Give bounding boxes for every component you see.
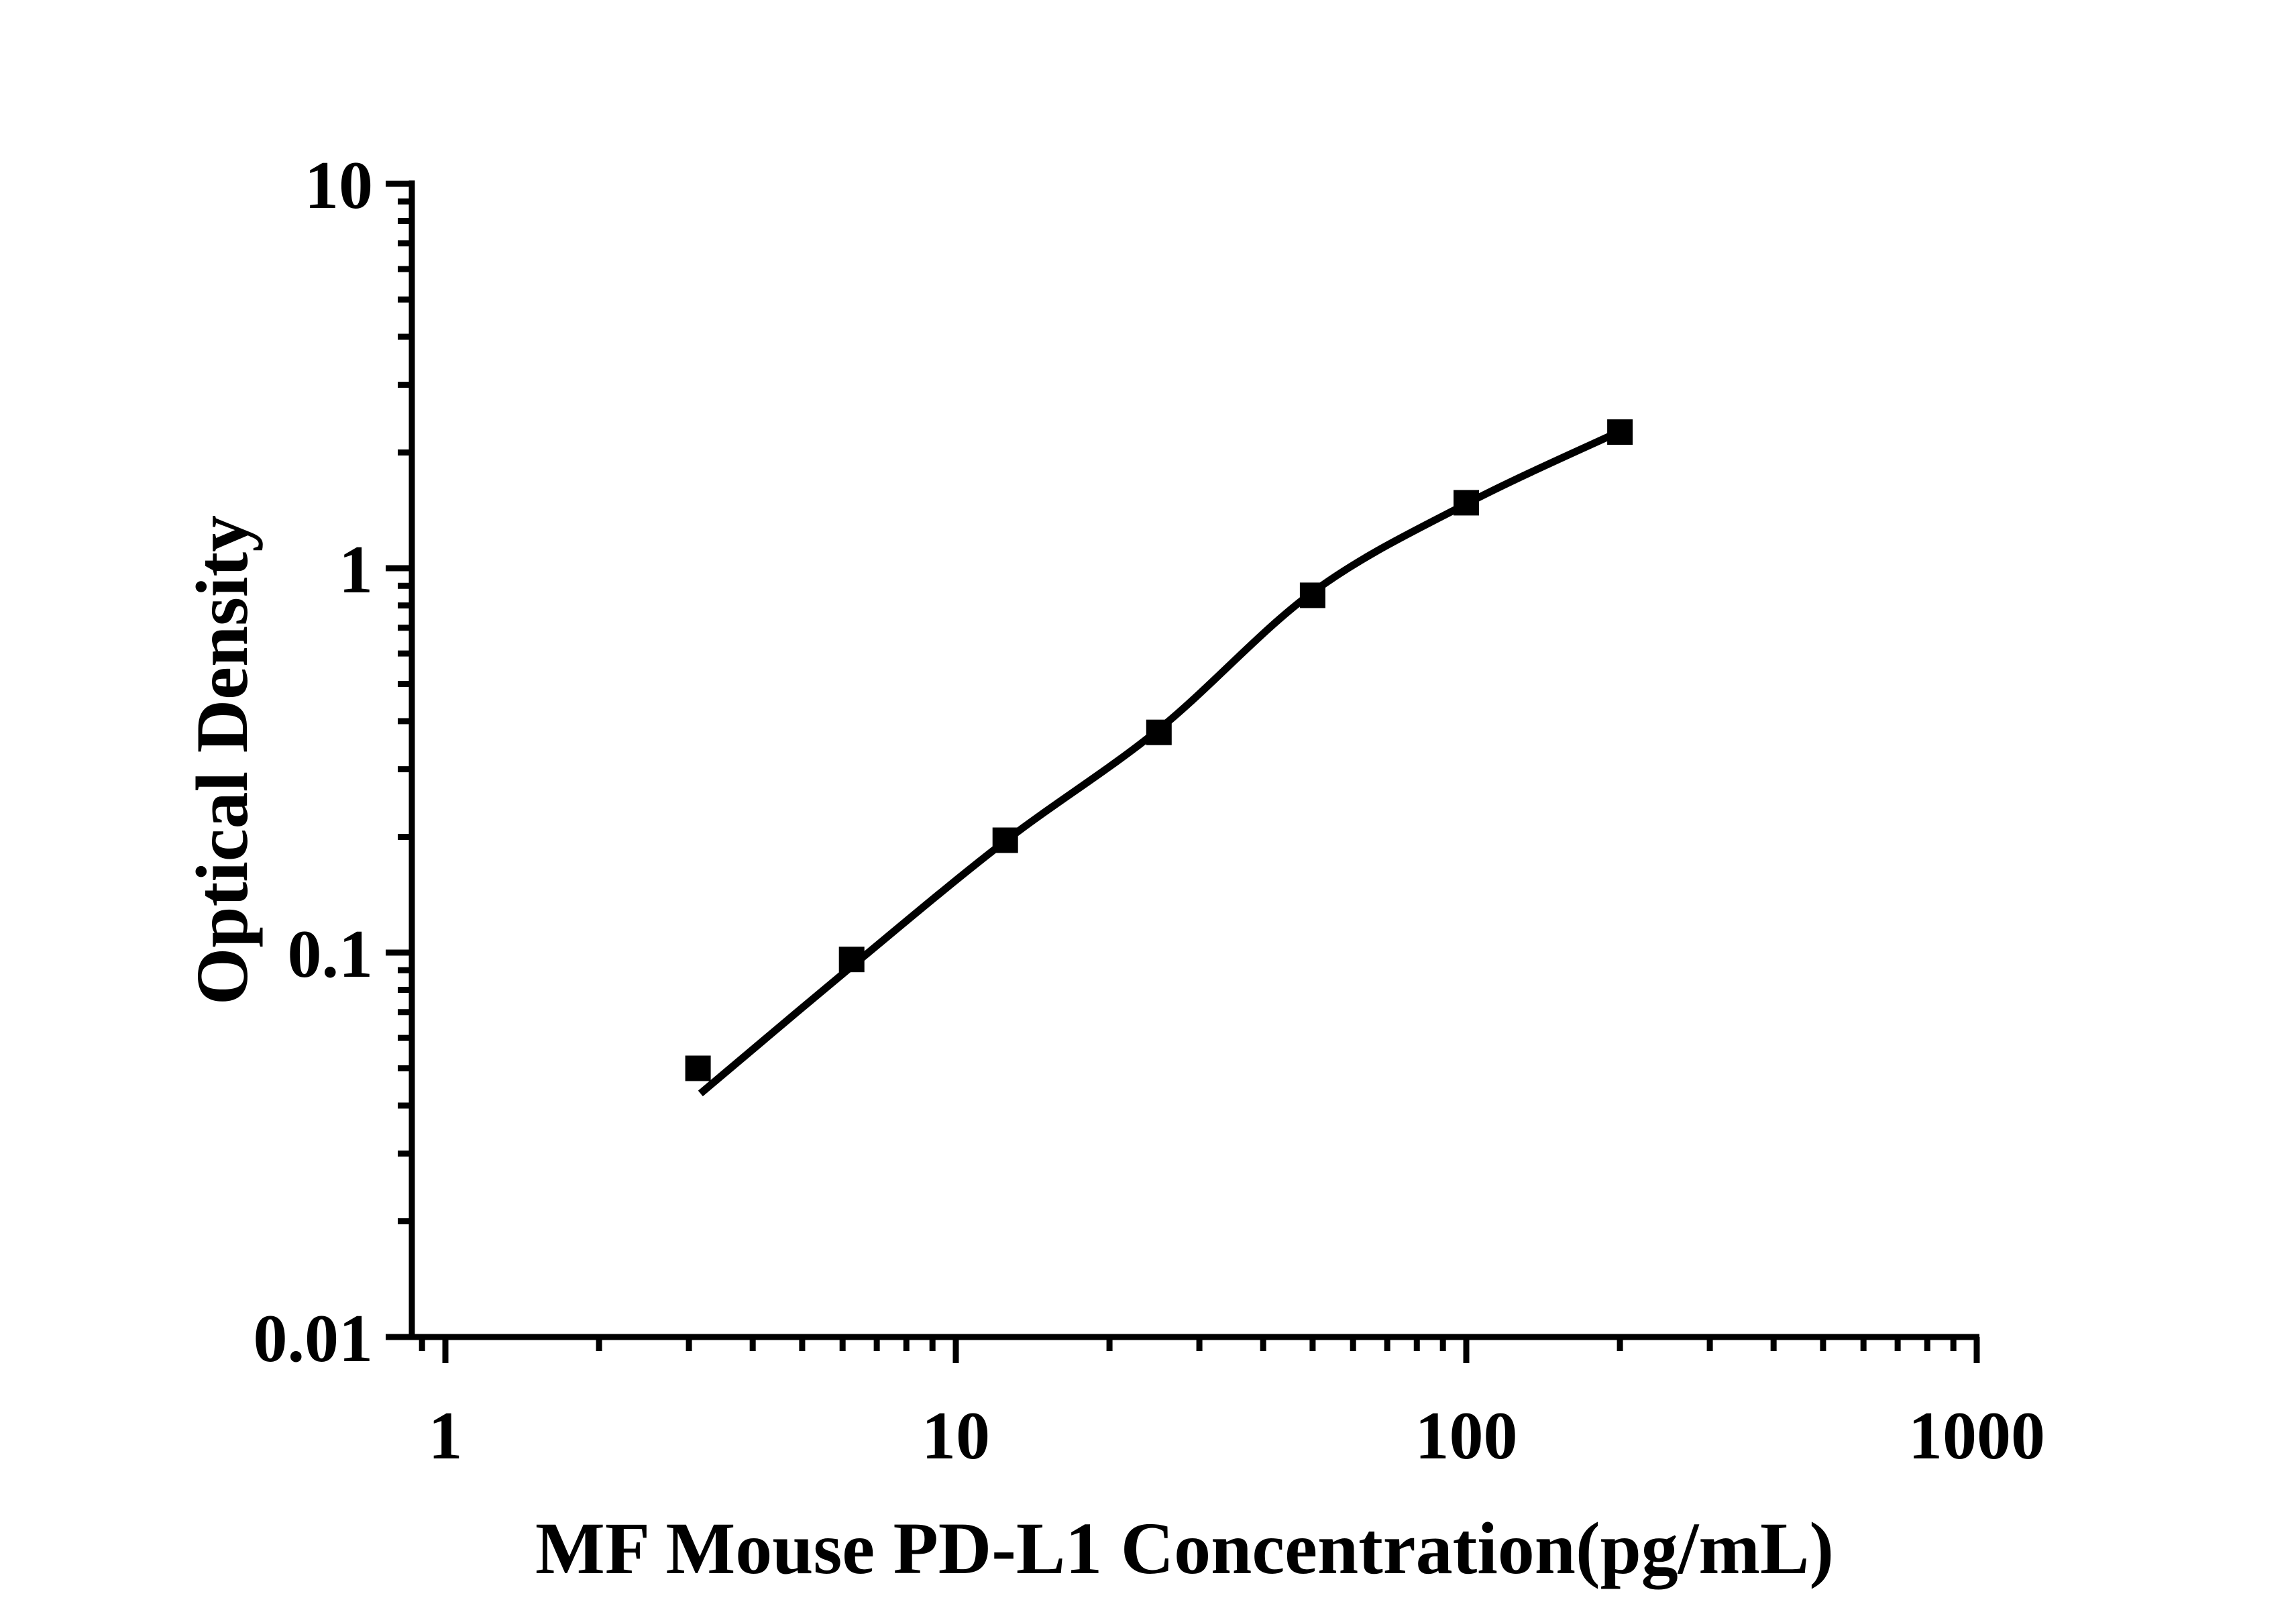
data-point-marker [1146, 719, 1172, 745]
data-point-marker [838, 947, 865, 973]
data-point-marker [992, 827, 1018, 853]
fit-curve-line [698, 428, 1622, 1097]
axes [389, 180, 1979, 1340]
x-tick-label: 1 [429, 1398, 463, 1474]
data-point-marker [1299, 582, 1325, 608]
y-axis-title: Optical Density [181, 515, 263, 1005]
x-tick-label: 10 [922, 1398, 990, 1474]
y-tick-label: 0.1 [288, 916, 374, 992]
y-tick-label: 0.01 [254, 1301, 374, 1377]
axis-ticks [386, 180, 1980, 1363]
data-points [685, 419, 1633, 1081]
x-axis-title: MF Mouse PD-L1 Concentration(pg/mL) [535, 1507, 1834, 1589]
data-point-marker [1607, 419, 1633, 445]
fit-curve [698, 428, 1622, 1097]
y-tick-label: 10 [305, 148, 373, 223]
tick-labels: 1 10 100 1000 10 1 0.1 0.01 [254, 148, 2046, 1474]
data-point-marker [1454, 490, 1479, 516]
y-tick-label: 1 [339, 532, 373, 608]
x-tick-label: 100 [1415, 1398, 1518, 1474]
x-tick-label: 1000 [1908, 1398, 2045, 1474]
data-point-marker [685, 1055, 711, 1081]
